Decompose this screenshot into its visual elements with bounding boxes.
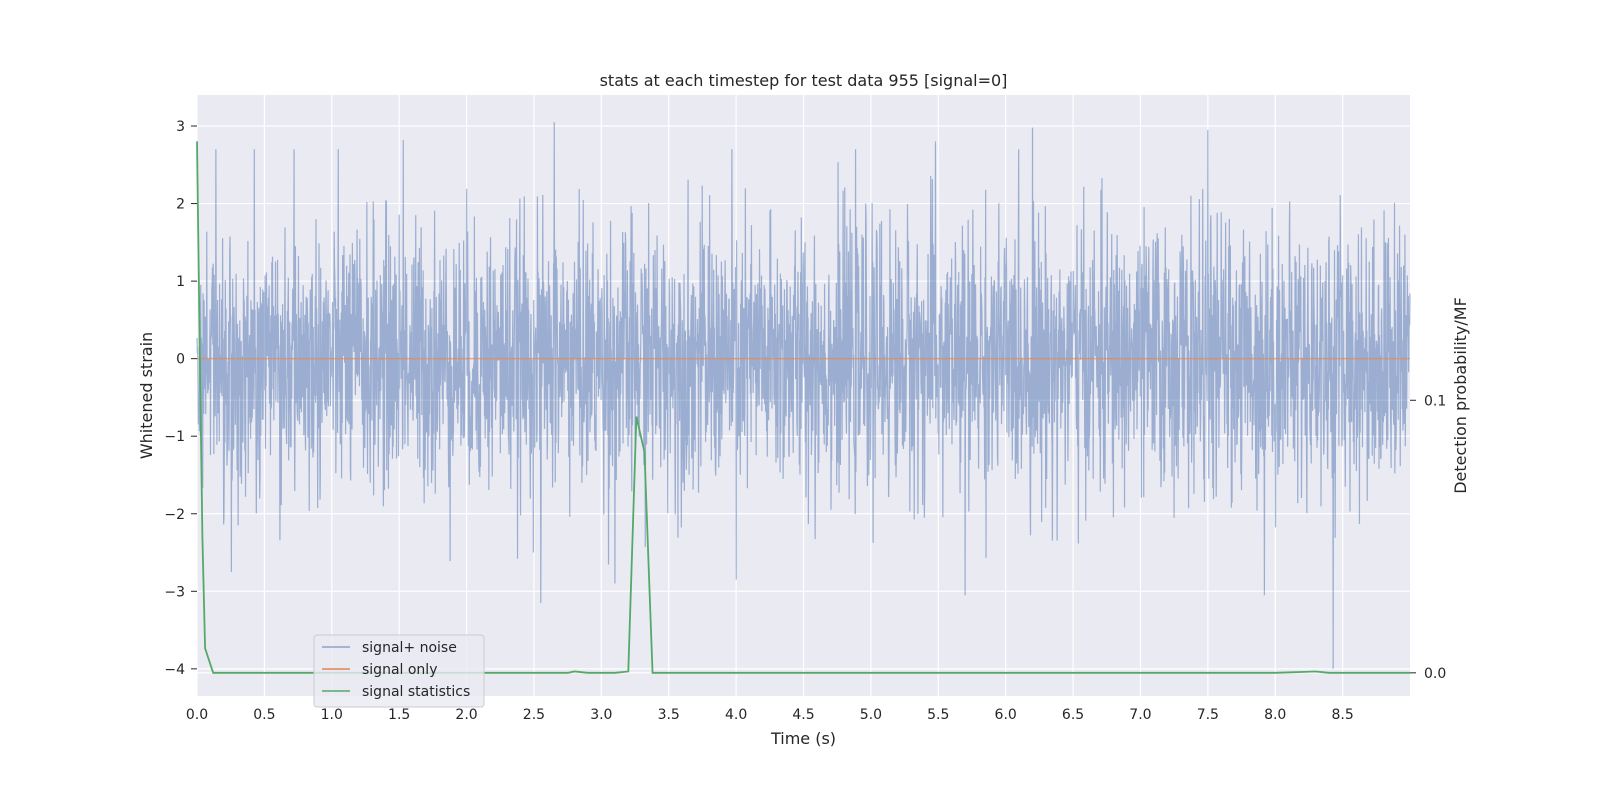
y-tick-label: 1 [176, 274, 185, 290]
y-tick-label: 2 [176, 197, 185, 213]
x-axis-ticks: 0.0 0.5 1.0 1.5 2.0 2.5 3.0 3.5 4.0 4.5 5.0 5.5 6.0 6… [186, 707, 1354, 723]
legend-label-signal-statistics: signal statistics [362, 684, 470, 700]
x-tick-label: 7.0 [1129, 707, 1151, 723]
plot-content [196, 122, 1411, 674]
y2-tick-label: 0.0 [1424, 666, 1446, 682]
y-tick-label: −2 [164, 507, 185, 523]
legend-box [313, 634, 485, 708]
x-tick-label: 0.5 [253, 707, 275, 723]
y-tick-label: 0 [176, 352, 185, 368]
x-tick-label: 2.0 [455, 707, 477, 723]
y-axis-label: Whitened strain [137, 332, 156, 459]
y2-tick-label: 0.1 [1424, 393, 1446, 409]
chart-title: stats at each timestep for test data 955… [600, 71, 1008, 90]
x-tick-label: 6.5 [1062, 707, 1084, 723]
x-tick-label: 1.5 [388, 707, 410, 723]
series-signal-noise-line [196, 122, 1411, 669]
x-tick-label: 5.0 [860, 707, 882, 723]
x-tick-label: 8.5 [1331, 707, 1353, 723]
x-axis-label: Time (s) [770, 729, 836, 748]
y2-axis-ticks: 0.1 0.0 [1410, 393, 1446, 682]
x-tick-label: 3.0 [590, 707, 612, 723]
y-axis-ticks: 3 2 1 0 −1 −2 −3 −4 [164, 119, 197, 678]
y-tick-label: −1 [164, 429, 185, 445]
x-tick-label: 7.5 [1197, 707, 1219, 723]
x-tick-label: 1.0 [321, 707, 343, 723]
x-tick-label: 8.0 [1264, 707, 1286, 723]
x-tick-label: 2.5 [523, 707, 545, 723]
x-tick-label: 6.0 [995, 707, 1017, 723]
series-signal-statistics-line [196, 141, 1410, 674]
y2-axis-label: Detection probability/MF [1451, 297, 1470, 494]
x-tick-label: 4.5 [792, 707, 814, 723]
x-tick-label: 0.0 [186, 707, 208, 723]
legend-label-signal-only: signal only [362, 662, 437, 678]
x-tick-label: 3.5 [658, 707, 680, 723]
x-tick-label: 4.0 [725, 707, 747, 723]
x-tick-label: 5.5 [927, 707, 949, 723]
y-tick-label: 3 [176, 119, 185, 135]
y-tick-label: −3 [164, 584, 185, 600]
legend-label-signal-noise: signal+ noise [362, 640, 457, 656]
y-tick-label: −4 [164, 662, 185, 678]
legend: signal+ noise signal only signal statist… [313, 634, 485, 708]
